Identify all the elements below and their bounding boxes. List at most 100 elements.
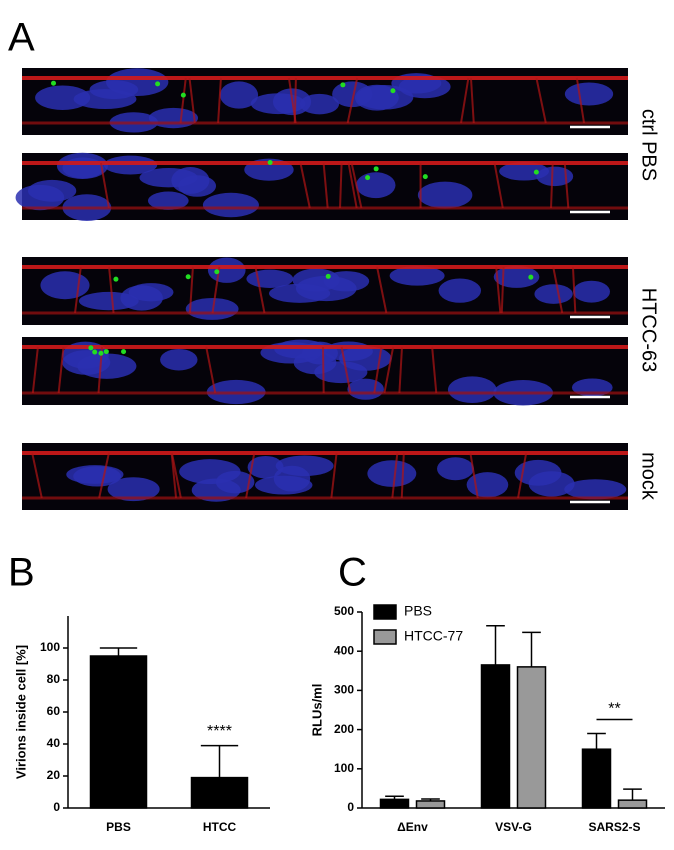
virion [365, 175, 371, 181]
membrane [322, 162, 329, 209]
virion [113, 276, 119, 282]
membrane [535, 77, 547, 124]
membrane [245, 452, 256, 499]
membrane [398, 346, 403, 394]
x-tick-label: ΔEnv [397, 820, 428, 834]
virion [92, 349, 98, 355]
bar [415, 800, 446, 809]
nucleus [347, 378, 384, 400]
membrane [299, 162, 311, 209]
nucleus [417, 181, 473, 209]
virion [422, 174, 428, 180]
membrane [322, 346, 325, 394]
membrane [339, 162, 343, 209]
nucleus [514, 459, 562, 486]
panel-label: A [8, 16, 35, 60]
panel-label: C [338, 551, 367, 595]
legend-label: PBS [404, 603, 432, 619]
membrane [347, 162, 358, 209]
membrane [293, 77, 297, 124]
micrograph [22, 257, 628, 325]
nucleus [534, 284, 573, 304]
micrograph [22, 68, 628, 135]
nucleus [62, 157, 104, 179]
virion [185, 274, 191, 280]
membrane [500, 266, 505, 314]
membrane [373, 346, 383, 394]
nucleus [66, 465, 124, 484]
y-tick-label: 300 [334, 683, 354, 697]
virion [528, 274, 534, 280]
membrane [108, 266, 115, 314]
nucleus [78, 291, 139, 311]
micrograph [22, 443, 628, 510]
nucleus [269, 283, 331, 303]
virion [98, 350, 104, 356]
virion [103, 349, 109, 355]
nucleus [437, 457, 474, 481]
nucleus [355, 172, 396, 199]
bar [581, 748, 612, 809]
nucleus [160, 348, 198, 371]
virion [51, 80, 57, 86]
nucleus [107, 477, 160, 502]
membrane [517, 452, 528, 499]
nucleus [398, 75, 451, 99]
membrane [170, 452, 182, 499]
virion [533, 169, 539, 175]
membrane [571, 266, 577, 314]
nucleus [438, 278, 482, 303]
nucleus [171, 167, 210, 194]
membrane [550, 162, 554, 209]
x-tick-label: HTCC [203, 820, 237, 834]
y-tick-label: 80 [47, 672, 61, 686]
membrane [31, 346, 39, 394]
y-axis-label: Virions inside cell [%] [13, 645, 28, 779]
membrane [383, 346, 395, 394]
membrane [99, 162, 110, 209]
membrane [575, 77, 586, 124]
virion [180, 92, 186, 98]
membrane [376, 266, 388, 314]
nucleus [62, 350, 111, 375]
nucleus [219, 81, 259, 109]
membrane [188, 266, 194, 314]
nucleus [27, 179, 77, 202]
membrane [350, 162, 363, 209]
nucleus [207, 257, 246, 283]
nucleus [323, 271, 370, 292]
row-label: HTCC-63 [638, 288, 660, 372]
nucleus [274, 339, 328, 359]
virion [88, 345, 94, 351]
membrane [469, 452, 479, 499]
nucleus [499, 162, 549, 181]
membrane [74, 266, 82, 314]
y-tick-label: 400 [334, 643, 354, 657]
nucleus [35, 85, 91, 110]
nucleus [254, 475, 313, 495]
nucleus [389, 265, 445, 286]
nucleus [89, 80, 139, 100]
nucleus [466, 472, 509, 498]
row-label: ctrl PBS [638, 109, 660, 181]
y-tick-label: 500 [334, 604, 354, 618]
nucleus [202, 192, 259, 218]
nucleus [40, 271, 90, 300]
nucleus [103, 155, 158, 175]
membrane [217, 77, 222, 124]
significance-label: **** [207, 723, 232, 740]
membrane [391, 452, 399, 499]
significance-label: ** [608, 701, 620, 718]
nucleus [447, 376, 497, 403]
membrane [469, 77, 475, 124]
nucleus [215, 470, 255, 494]
virion [340, 82, 346, 88]
y-tick-label: 0 [347, 800, 354, 814]
membrane [563, 162, 570, 209]
nucleus [564, 82, 614, 106]
y-tick-label: 40 [47, 736, 61, 750]
membrane [254, 266, 266, 314]
legend-label: HTCC-77 [404, 628, 463, 644]
virion [155, 81, 161, 87]
bar [89, 655, 148, 809]
